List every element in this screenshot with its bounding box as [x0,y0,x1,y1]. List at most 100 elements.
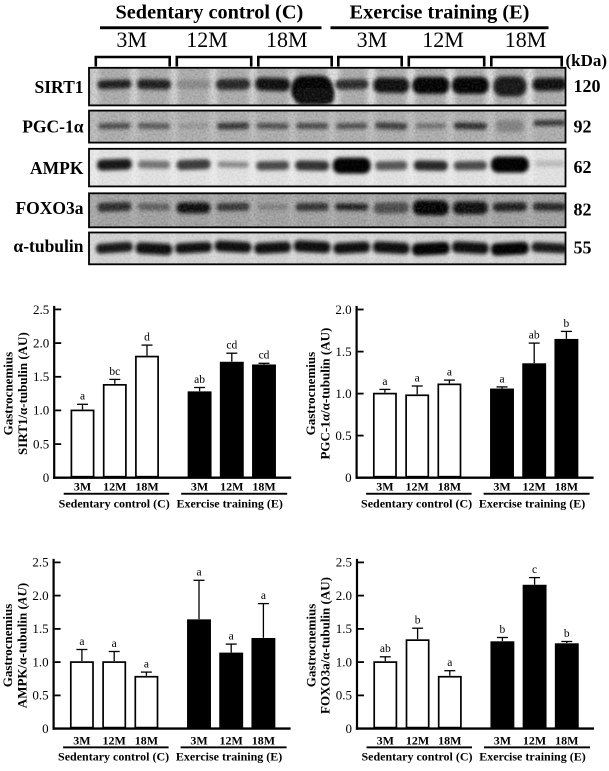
svg-text:1.5: 1.5 [336,621,352,636]
svg-text:SIRT1/α-tubulin (AU): SIRT1/α-tubulin (AU) [15,332,30,455]
svg-text:ab: ab [194,374,205,386]
svg-text:Sedentary control (C): Sedentary control (C) [361,497,472,511]
svg-text:a: a [499,373,504,385]
svg-text:3M: 3M [191,479,208,493]
svg-text:12M: 12M [422,27,464,52]
svg-text:Gastrocnemius: Gastrocnemius [303,352,318,436]
svg-text:b: b [415,615,421,627]
svg-text:82: 82 [574,199,592,219]
svg-text:0: 0 [346,721,353,736]
svg-text:1.0: 1.0 [33,403,49,418]
svg-text:0.5: 0.5 [33,436,49,451]
svg-text:1.5: 1.5 [33,369,49,384]
svg-text:cd: cd [226,340,237,352]
svg-text:0: 0 [43,470,50,485]
svg-text:12M: 12M [523,479,546,493]
svg-text:SIRT1: SIRT1 [35,77,84,97]
svg-text:a: a [196,567,201,579]
svg-text:Sedentary control (C): Sedentary control (C) [361,749,472,763]
svg-text:0.5: 0.5 [336,688,352,703]
svg-text:PGC-1α: PGC-1α [22,117,84,137]
svg-text:0: 0 [345,470,352,485]
svg-text:3M: 3M [357,27,388,52]
svg-text:Sedentary control (C): Sedentary control (C) [59,497,170,511]
svg-text:a: a [447,367,452,379]
svg-text:Exercise training (E): Exercise training (E) [350,1,530,23]
svg-text:12M: 12M [103,479,126,493]
svg-text:2.0: 2.0 [336,588,352,603]
svg-text:AMPK: AMPK [30,158,84,178]
svg-text:12M: 12M [406,479,429,493]
svg-text:18M: 18M [252,479,275,493]
svg-text:1.0: 1.0 [336,654,352,669]
svg-text:Sedentary control (C): Sedentary control (C) [116,1,304,23]
svg-text:12M: 12M [103,734,126,748]
svg-text:bc: bc [109,366,120,378]
svg-text:d: d [144,332,150,344]
svg-text:1.5: 1.5 [32,621,48,636]
svg-text:1.0: 1.0 [335,386,351,401]
svg-text:3M: 3M [116,27,147,52]
svg-text:3M: 3M [73,734,90,748]
svg-text:3M: 3M [376,479,393,493]
svg-text:a: a [447,657,452,669]
svg-text:12M: 12M [406,734,429,748]
svg-text:a: a [80,391,85,403]
svg-text:Exercise training (E): Exercise training (E) [176,749,282,763]
svg-text:Gastrocnemius: Gastrocnemius [1,352,16,436]
svg-text:2.5: 2.5 [32,555,48,570]
svg-text:18M: 18M [438,734,461,748]
svg-text:a: a [382,376,387,388]
svg-text:PGC-1α/α-tubulin (AU): PGC-1α/α-tubulin (AU) [317,328,332,460]
svg-text:3M: 3M [493,479,510,493]
svg-text:a: a [261,590,266,602]
svg-text:12M: 12M [220,734,243,748]
svg-text:92: 92 [574,117,592,137]
svg-text:120: 120 [574,76,601,96]
svg-text:18M: 18M [252,734,275,748]
svg-text:Gastrocnemius: Gastrocnemius [0,604,15,688]
svg-text:18M: 18M [505,27,547,52]
svg-text:a: a [112,638,117,650]
svg-text:18M: 18M [135,479,158,493]
svg-text:3M: 3M [190,734,207,748]
svg-text:2.5: 2.5 [33,302,49,317]
svg-text:a: a [144,659,149,671]
svg-text:cd: cd [259,350,270,362]
svg-text:2.5: 2.5 [336,555,352,570]
svg-text:18M: 18M [266,27,308,52]
svg-text:1.0: 1.0 [32,654,48,669]
svg-text:(kDa): (kDa) [566,51,608,70]
svg-text:2.0: 2.0 [32,588,48,603]
svg-text:α-tubulin: α-tubulin [13,236,83,256]
svg-text:3M: 3M [74,479,91,493]
svg-text:0.5: 0.5 [335,428,351,443]
svg-text:12M: 12M [220,479,243,493]
svg-text:Exercise training (E): Exercise training (E) [479,497,585,511]
svg-text:18M: 18M [438,479,461,493]
svg-text:a: a [229,631,234,643]
svg-text:0.5: 0.5 [32,688,48,703]
svg-text:b: b [500,624,506,636]
svg-text:3M: 3M [377,734,394,748]
svg-text:Exercise training (E): Exercise training (E) [479,749,585,763]
svg-text:FOXO3a/α-tubulin (AU): FOXO3a/α-tubulin (AU) [318,577,333,714]
svg-text:18M: 18M [555,734,578,748]
svg-text:0: 0 [42,721,49,736]
svg-text:ab: ab [529,330,540,342]
svg-text:55: 55 [574,237,592,257]
svg-text:Gastrocnemius: Gastrocnemius [304,604,319,688]
svg-text:18M: 18M [135,734,158,748]
svg-text:ab: ab [380,643,391,655]
svg-text:18M: 18M [555,479,578,493]
svg-text:a: a [79,636,84,648]
svg-text:Exercise training (E): Exercise training (E) [176,497,282,511]
svg-text:2.0: 2.0 [33,335,49,350]
svg-text:b: b [564,318,570,330]
svg-text:2.0: 2.0 [335,302,351,317]
svg-text:FOXO3a: FOXO3a [15,198,83,218]
svg-text:62: 62 [574,157,592,177]
svg-text:c: c [532,564,537,576]
svg-text:1.5: 1.5 [335,344,351,359]
svg-text:Sedentary control (C): Sedentary control (C) [58,749,169,763]
